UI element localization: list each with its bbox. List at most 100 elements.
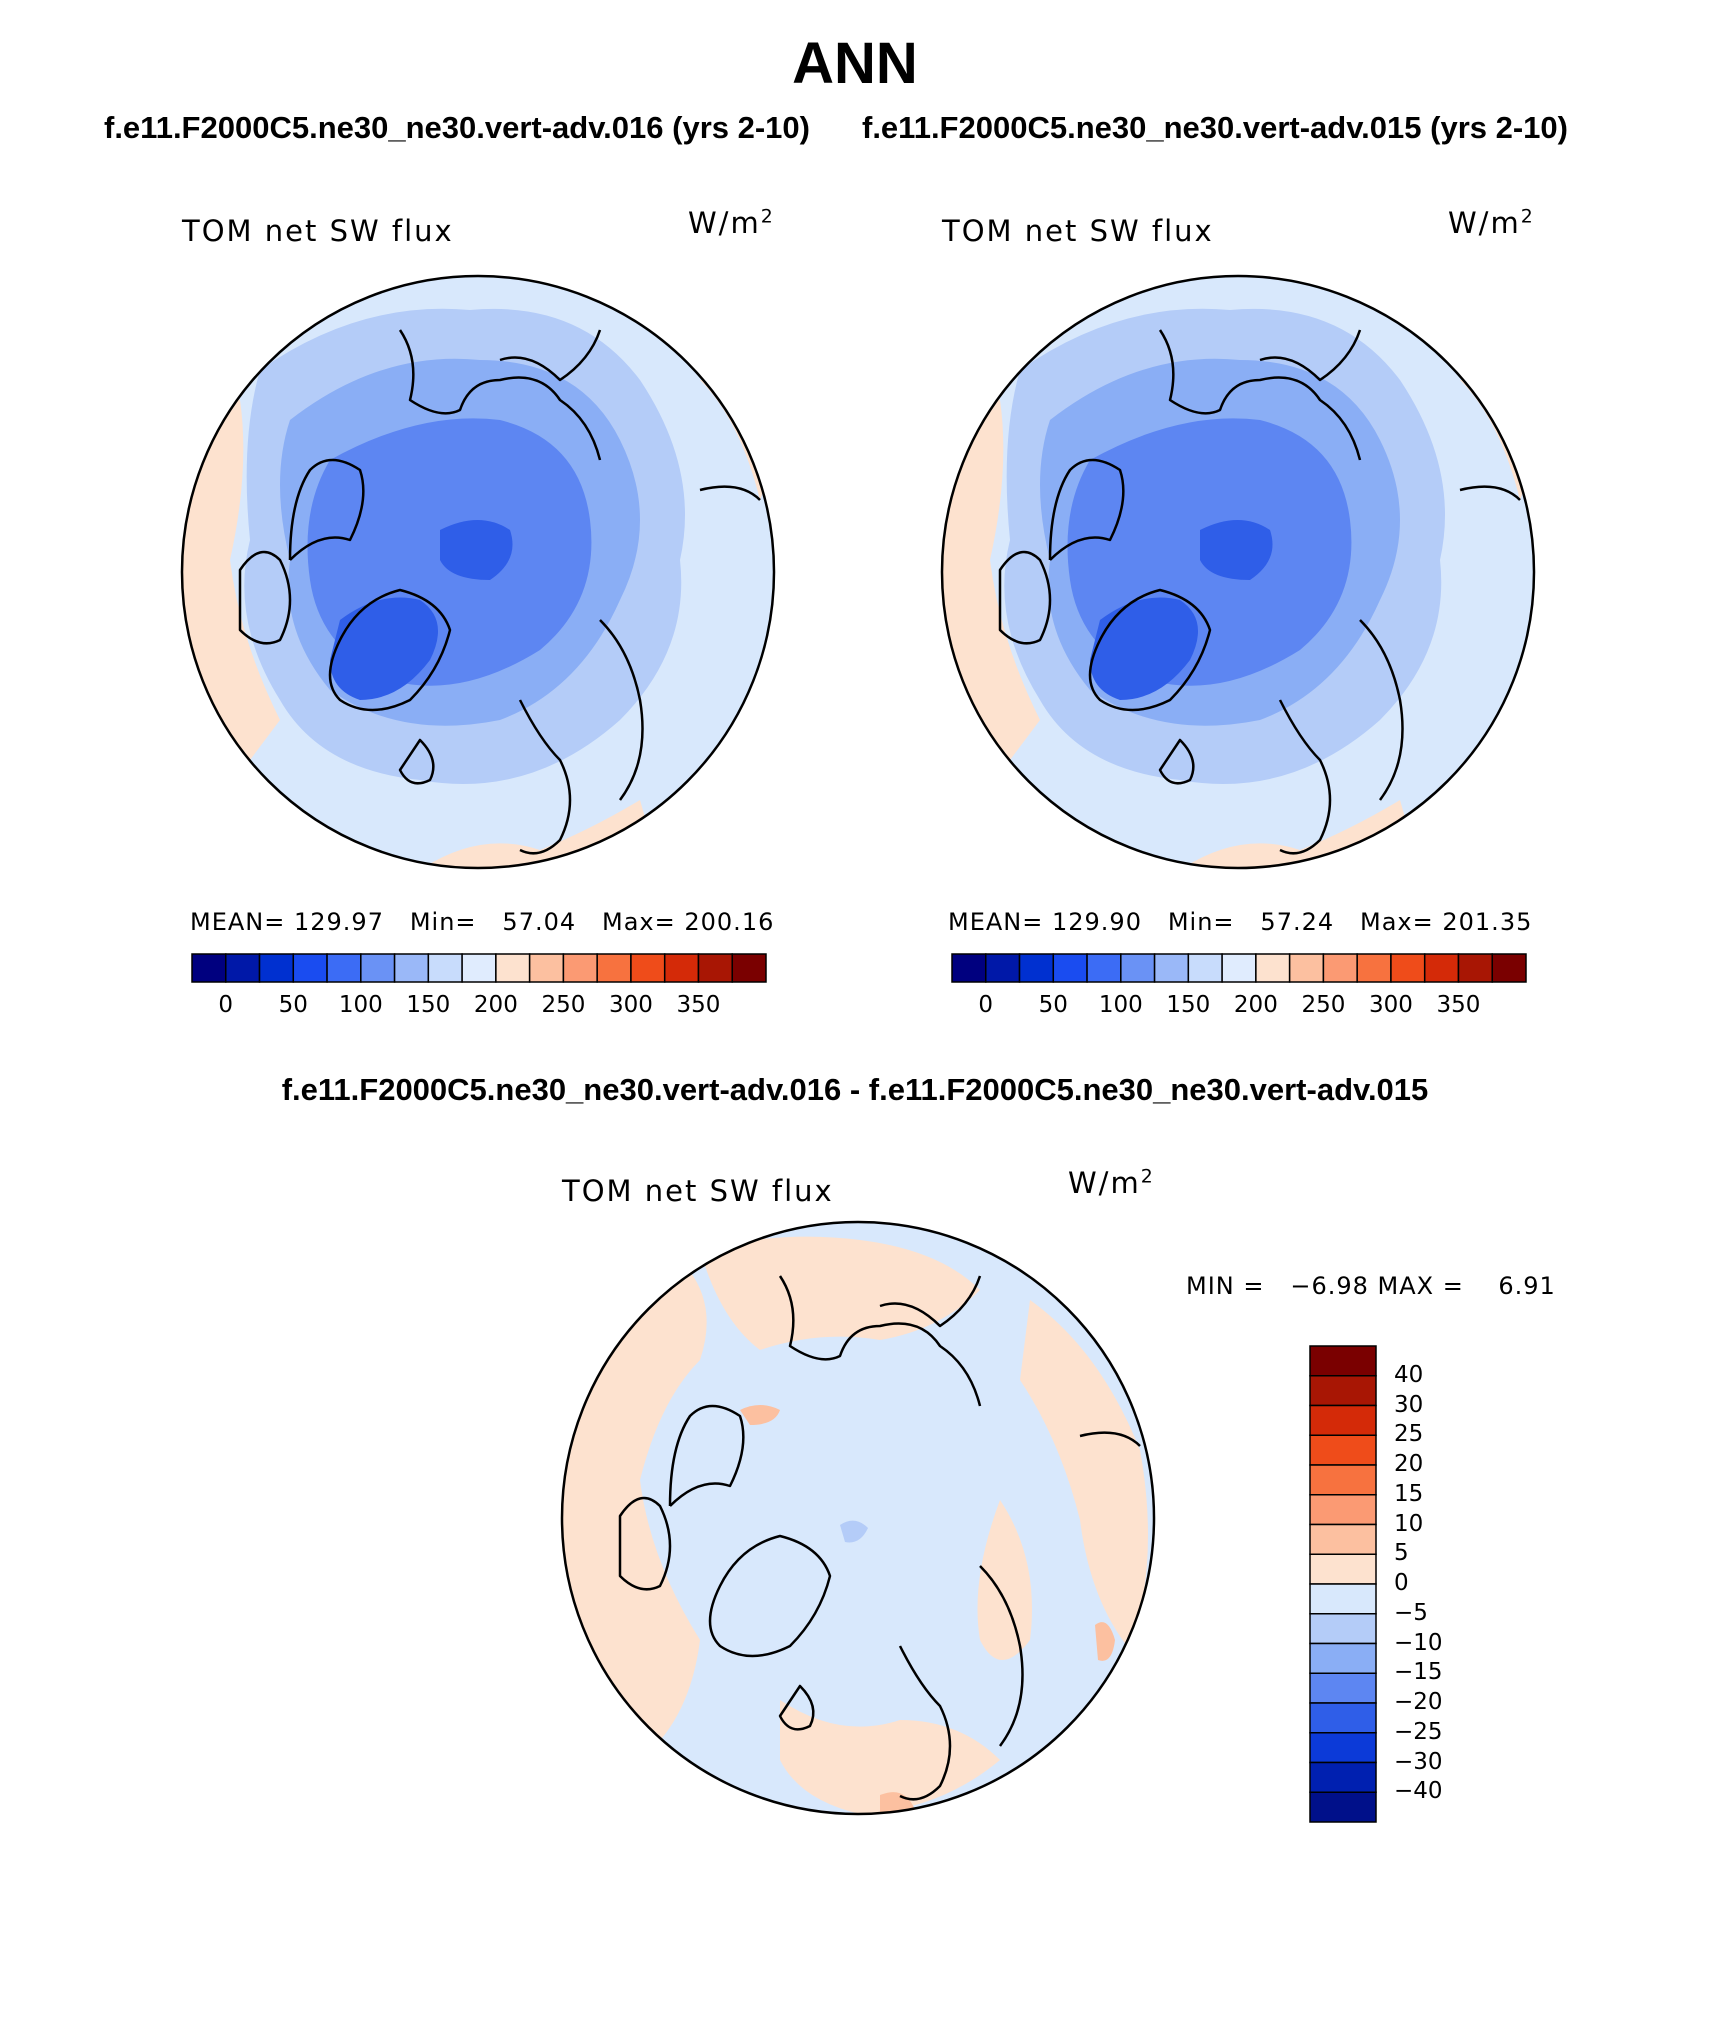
diff-warm-region-atlantic (977, 1500, 1032, 1660)
difference-colorbar-tick: −25 (1394, 1718, 1443, 1745)
difference-colorbar-tick: −30 (1394, 1748, 1443, 1775)
case-title-right: f.e11.F2000C5.ne30_ne30.vert-adv.015 (yr… (862, 110, 1568, 145)
panel1-colorbar-cell (225, 953, 261, 983)
panel1-map-border (180, 274, 776, 870)
panel1-colorbar-tick: 50 (278, 992, 308, 1018)
diff-warm-region-south (780, 1700, 1000, 1814)
panel2-colorbar-tick: 0 (978, 992, 994, 1018)
panel1-colorbar-cell (596, 953, 632, 983)
diff-map-border (560, 1220, 1156, 1816)
panel1-colorbar-cell (630, 953, 666, 983)
panel1-polar-map (180, 274, 776, 870)
difference-colorbar-tick: 5 (1394, 1540, 1409, 1567)
diff-units-base: W/m (1068, 1166, 1141, 1200)
panel2-colorbar-tick: 150 (1166, 992, 1211, 1018)
panel2-colorbar-cell (1423, 953, 1460, 983)
panel2-colorbar-cell (1457, 953, 1493, 983)
panel1-units-base: W/m (688, 206, 761, 240)
difference-colorbar-tick: −20 (1394, 1689, 1443, 1715)
difference-colorbar-tick: −15 (1394, 1659, 1443, 1686)
panel1-central-arctic-low (440, 520, 513, 580)
panel2-colorbar-cell (985, 953, 1021, 983)
panel1-stats: MEAN= 129.97 Min= 57.04 Max= 200.16 (190, 908, 775, 936)
panel2-colorbar-cell (1356, 953, 1392, 983)
difference-colorbar-tick: 10 (1394, 1510, 1424, 1537)
panel1-colorbar-tick: 350 (676, 992, 721, 1018)
diff-stats: MIN = −6.98 MAX = 6.91 (1186, 1272, 1556, 1300)
diff-warm-spot-1 (740, 1405, 780, 1425)
difference-title: f.e11.F2000C5.ne30_ne30.vert-adv.016 - f… (281, 1072, 1429, 1107)
diff-variable-label: TOM net SW flux (562, 1174, 834, 1208)
panel2-stats: MEAN= 129.90 Min= 57.24 Max= 201.35 (948, 908, 1533, 936)
panel2-colorbar-tick: 200 (1233, 992, 1278, 1018)
panel2-colorbar-cell (1086, 953, 1122, 983)
difference-colorbar-tick: −5 (1394, 1599, 1428, 1626)
diff-units-exp: 2 (1140, 1166, 1155, 1188)
panel1-colorbar-cell (562, 953, 598, 983)
case-title-left: f.e11.F2000C5.ne30_ne30.vert-adv.016 (yr… (104, 110, 810, 145)
difference-colorbar-cell (1309, 1613, 1377, 1645)
panel2-colorbar-cell (1120, 953, 1156, 983)
panel1-colorbar-tick: 100 (338, 992, 383, 1018)
difference-colorbar-cell (1309, 1553, 1377, 1585)
difference-colorbar-cell (1309, 1345, 1377, 1377)
panel1-colorbar-cell (191, 953, 227, 983)
panel2-units-base: W/m (1448, 206, 1521, 240)
panel2-warm-region-west (942, 393, 1040, 760)
panel2-colorbar-cell (1255, 953, 1291, 983)
panel1-units-exp: 2 (760, 206, 775, 228)
panel1-variable-label: TOM net SW flux (182, 214, 454, 248)
panel1-colorbar-cell (528, 953, 565, 983)
diff-warm-region-east (1020, 1300, 1148, 1650)
difference-colorbar-tick: 30 (1394, 1391, 1424, 1418)
panel1-colorbar-cell (258, 953, 295, 983)
panel1-units-label: W/m2 (688, 206, 775, 240)
difference-colorbar-tick: 0 (1394, 1570, 1409, 1596)
difference-colorbar-cell (1309, 1702, 1377, 1734)
panel1-colorbar-cell (663, 953, 700, 983)
panel1-colorbar-tick: 150 (406, 992, 451, 1018)
panel1-colorbar-cell (292, 953, 328, 983)
panel2-colorbar-tick: 250 (1301, 992, 1346, 1018)
panel2-variable-label: TOM net SW flux (942, 214, 1214, 248)
panel1-colorbar-tick: 0 (218, 992, 234, 1018)
panel2-colorbar-cell (1221, 953, 1257, 983)
diff-warm-region-north (700, 1236, 980, 1350)
difference-colorbar-cell (1309, 1523, 1377, 1555)
panel1-colorbar-cell (731, 953, 767, 983)
difference-colorbar-cell (1309, 1791, 1377, 1823)
difference-colorbar-cell (1309, 1375, 1377, 1407)
panel2-units-label: W/m2 (1448, 206, 1535, 240)
panel1-colorbar-cell (326, 953, 362, 983)
panel2-colorbar-tick: 100 (1098, 992, 1143, 1018)
panel2-colorbar-tick: 300 (1368, 992, 1413, 1018)
panel2-colorbar-tick: 350 (1436, 992, 1481, 1018)
diff-warm-region-west (562, 1260, 707, 1760)
panel1-colorbar (191, 953, 767, 983)
difference-colorbar-tick: 40 (1394, 1361, 1424, 1388)
difference-colorbar-cell (1309, 1404, 1377, 1436)
difference-colorbar-cell (1309, 1434, 1377, 1466)
difference-colorbar-tick: 25 (1394, 1421, 1424, 1448)
panel2-colorbar-cell (1187, 953, 1223, 983)
panel2-colorbar-tick: 50 (1038, 992, 1068, 1018)
panel1-colorbar-cell (697, 953, 733, 983)
panel1-colorbar-cell (495, 953, 531, 983)
diff-warm-spot-2 (1095, 1622, 1115, 1661)
panel1-colorbar-cell (461, 953, 497, 983)
panel2-colorbar-cell (1018, 953, 1055, 983)
difference-colorbar (1309, 1345, 1377, 1823)
panel2-units-exp: 2 (1520, 206, 1535, 228)
panel2-map-border (940, 274, 1536, 870)
panel2-colorbar-cell (1288, 953, 1325, 983)
difference-colorbar-cell (1309, 1642, 1377, 1674)
diff-units-label: W/m2 (1068, 1166, 1155, 1200)
panel1-coastlines (238, 329, 761, 855)
panel1-colorbar-cell (360, 953, 396, 983)
difference-colorbar-cell (1309, 1732, 1377, 1764)
panel2-colorbar-cell (951, 953, 987, 983)
panel2-greenland-low (1090, 597, 1198, 700)
panel2-central-arctic-low (1200, 520, 1273, 580)
panel2-colorbar-cell (1322, 953, 1358, 983)
